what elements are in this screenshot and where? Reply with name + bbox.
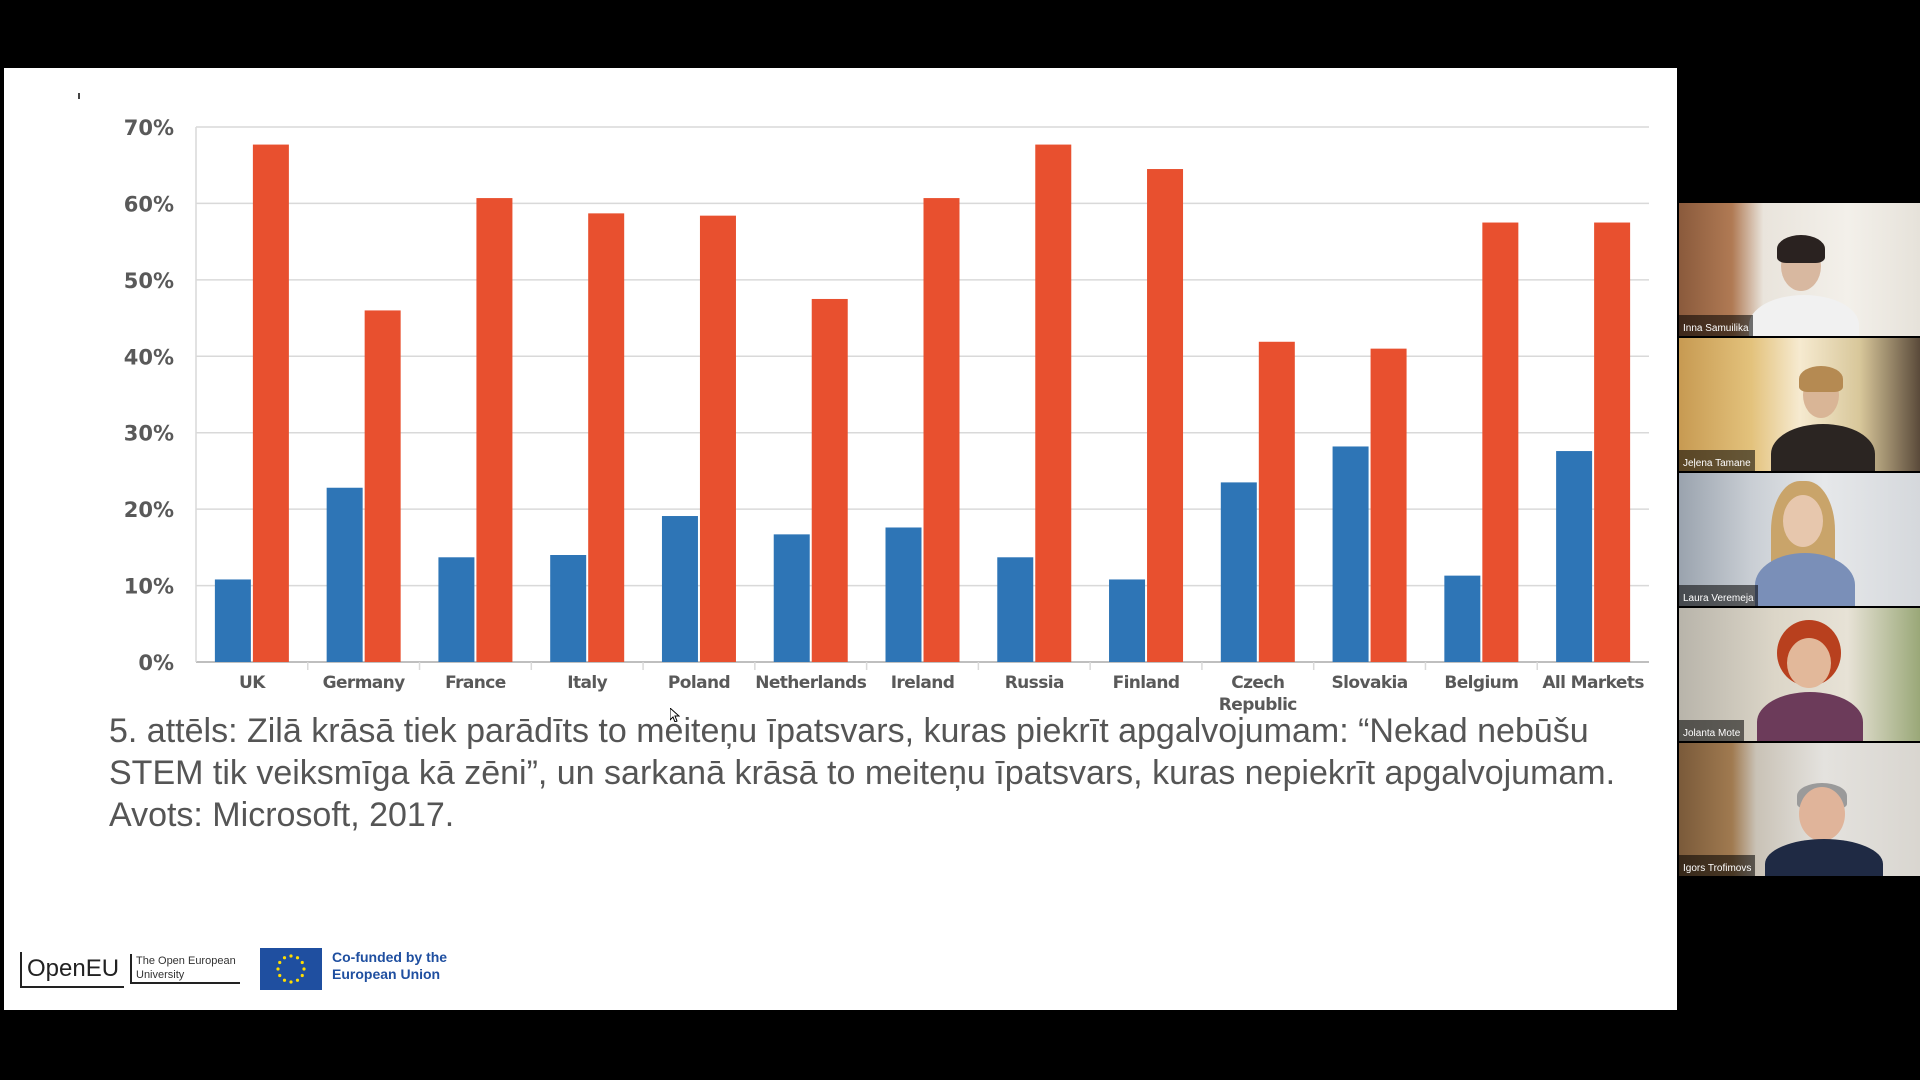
eu-star-icon <box>300 960 304 965</box>
x-tick-label: Netherlands <box>755 673 866 693</box>
mouse-cursor-icon <box>670 708 680 722</box>
participant-head <box>1783 495 1823 547</box>
participant-tile[interactable]: Igors Trofimovs <box>1679 743 1920 876</box>
eu-star-icon <box>278 973 282 978</box>
openeu-logo-subtitle: The Open European University <box>130 954 240 984</box>
x-tick-label: Ireland <box>891 673 955 693</box>
bar-agree <box>997 557 1034 662</box>
x-tick-label: Finland <box>1113 673 1180 693</box>
bar-agree <box>773 534 810 662</box>
x-tick-label: Germany <box>323 673 406 693</box>
bar-agree <box>1220 482 1257 662</box>
y-tick-label: 60% <box>124 192 174 216</box>
bar-disagree <box>923 198 960 663</box>
eu-star-icon <box>295 978 300 982</box>
bar-agree <box>1109 579 1146 662</box>
x-tick-label: Italy <box>567 673 607 693</box>
bar-disagree <box>588 213 625 662</box>
eu-star-icon <box>289 980 293 984</box>
bar-disagree <box>1594 222 1631 663</box>
participant-video <box>1679 338 1920 471</box>
participant-hair <box>1799 366 1843 392</box>
bar-chart: 0% 10% 20% 30% 40% 50% 60% 70% UK Germany France I… <box>124 116 1649 715</box>
eu-star-icon <box>289 954 293 958</box>
participant-name: Jeļena Tamane <box>1683 458 1751 469</box>
eu-star-icon <box>282 978 287 982</box>
participant-video <box>1679 203 1920 336</box>
participant-name: Inna Samuilika <box>1683 323 1749 334</box>
y-tick-label: 30% <box>124 422 174 446</box>
participant-head <box>1787 638 1831 688</box>
participant-body <box>1765 839 1883 876</box>
openeu-logo: OpenEU <box>20 952 125 988</box>
x-axis-ticks: UK Germany France Italy Poland Netherlands Ire… <box>239 673 1645 715</box>
x-tick-label: France <box>445 673 506 693</box>
y-tick-label: 0% <box>138 651 174 675</box>
x-tick-label: Poland <box>668 673 730 693</box>
bar-agree <box>1556 451 1593 662</box>
y-tick-label: 10% <box>124 575 174 599</box>
eu-star-icon <box>276 967 280 971</box>
participant-body <box>1757 692 1863 741</box>
eu-star-icon <box>278 960 282 965</box>
participant-tile[interactable]: Inna Samuilika <box>1679 203 1920 336</box>
eu-cofunded-label: Co-funded by the European Union <box>332 949 448 982</box>
participant-head <box>1799 787 1845 841</box>
bar-disagree <box>1370 348 1407 662</box>
bar-disagree <box>1147 169 1184 662</box>
bar-agree <box>1444 575 1481 662</box>
y-tick-label: 40% <box>124 345 174 369</box>
bar-agree <box>438 557 475 662</box>
x-tick-label: All Markets <box>1542 673 1644 693</box>
eu-star-icon <box>282 956 287 960</box>
bar-disagree <box>1482 222 1519 663</box>
participant-video <box>1679 743 1920 876</box>
chart-bars <box>214 144 1631 663</box>
participants-panel: Inna Samuilika Jeļena Tamane Laura Verem… <box>1679 203 1920 878</box>
participant-name: Jolanta Mote <box>1683 728 1741 739</box>
participant-body <box>1771 424 1875 471</box>
y-tick-label: 70% <box>124 116 174 140</box>
bar-agree <box>661 516 698 662</box>
bar-disagree <box>476 198 513 663</box>
shared-slide: 0% 10% 20% 30% 40% 50% 60% 70% UK Germany France I… <box>4 68 1677 1010</box>
bar-agree <box>214 579 251 662</box>
x-tick-label: UK <box>239 673 266 693</box>
eu-flag-icon <box>260 948 322 990</box>
y-tick-label: 50% <box>124 269 174 293</box>
bar-disagree <box>1258 341 1295 662</box>
x-tick-label: Belgium <box>1444 673 1518 693</box>
bar-disagree <box>364 310 401 662</box>
participant-name: Igors Trofimovs <box>1683 863 1752 874</box>
participant-body <box>1749 295 1859 336</box>
bar-agree <box>1332 446 1369 662</box>
participant-video <box>1679 608 1920 741</box>
bar-agree <box>885 527 922 662</box>
slide-footer-logos: OpenEU The Open European University Co-f… <box>20 948 520 1002</box>
chart-gridlines <box>195 126 1649 670</box>
participant-body <box>1755 553 1855 606</box>
bar-agree <box>550 555 587 662</box>
y-axis-ticks: 0% 10% 20% 30% 40% 50% 60% 70% <box>124 116 174 675</box>
bar-disagree <box>811 298 848 662</box>
participant-tile[interactable]: Jolanta Mote <box>1679 608 1920 741</box>
participant-video <box>1679 473 1920 606</box>
participant-name: Laura Veremeja <box>1683 593 1754 604</box>
eu-star-icon <box>300 973 304 978</box>
bar-agree <box>326 487 363 662</box>
y-tick-label: 20% <box>124 498 174 522</box>
participant-hair <box>1777 235 1825 263</box>
slide-mark <box>78 93 80 99</box>
eu-star-icon <box>302 967 306 971</box>
x-tick-label: Czech Republic <box>1219 673 1297 715</box>
participant-tile[interactable]: Laura Veremeja <box>1679 473 1920 606</box>
bar-disagree <box>1035 144 1072 662</box>
participant-tile[interactable]: Jeļena Tamane <box>1679 338 1920 471</box>
bar-disagree <box>252 144 289 662</box>
eu-star-icon <box>295 956 300 960</box>
x-tick-label: Slovakia <box>1332 673 1408 693</box>
bar-disagree <box>699 215 736 662</box>
slide-caption: 5. attēls: Zilā krāsā tiek parādīts to m… <box>109 712 1616 834</box>
x-tick-label: Russia <box>1005 673 1064 693</box>
